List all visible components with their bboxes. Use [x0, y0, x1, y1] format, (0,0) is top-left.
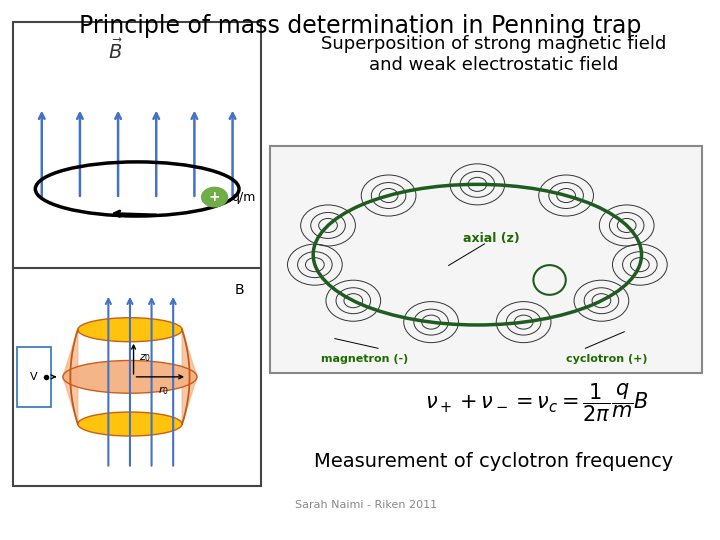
Text: V: V [30, 372, 37, 382]
Text: Superposition of strong magnetic field
and weak electrostatic field: Superposition of strong magnetic field a… [320, 35, 666, 74]
Circle shape [202, 187, 228, 207]
Text: $\nu_+ + \nu_- = \nu_c = \dfrac{1}{2\pi}\dfrac{q}{m}B$: $\nu_+ + \nu_- = \nu_c = \dfrac{1}{2\pi}… [425, 381, 649, 423]
Text: cyclotron (+): cyclotron (+) [566, 354, 648, 364]
Polygon shape [63, 330, 78, 424]
Text: $z_0$: $z_0$ [140, 353, 152, 364]
Text: axial (z): axial (z) [464, 232, 520, 245]
Text: q/m: q/m [231, 191, 256, 204]
Text: +: + [209, 190, 220, 204]
Polygon shape [182, 330, 197, 424]
Text: Measurement of cyclotron frequency: Measurement of cyclotron frequency [314, 452, 672, 471]
Text: B: B [235, 282, 245, 296]
Text: Principle of mass determination in Penning trap: Principle of mass determination in Penni… [78, 14, 642, 37]
Bar [270, 146, 702, 373]
Text: magnetron (-): magnetron (-) [321, 354, 409, 364]
Ellipse shape [63, 361, 197, 393]
Bar [13, 22, 261, 486]
Ellipse shape [78, 318, 182, 342]
Text: $r_0$: $r_0$ [158, 384, 169, 397]
Ellipse shape [78, 412, 182, 436]
Text: $\vec{B}$: $\vec{B}$ [108, 39, 123, 63]
Text: Sarah Naimi - Riken 2011: Sarah Naimi - Riken 2011 [295, 500, 437, 510]
Bar [17, 347, 51, 407]
